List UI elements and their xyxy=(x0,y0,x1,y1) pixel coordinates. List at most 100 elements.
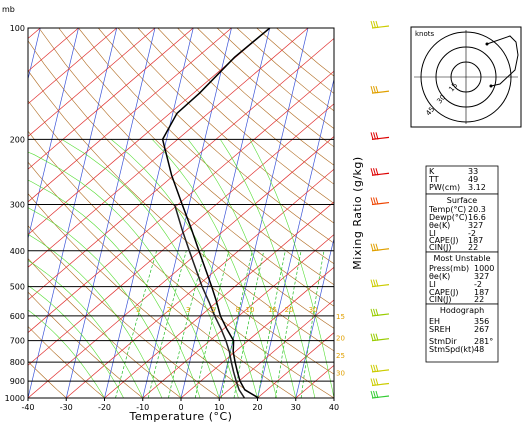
pressure-tick-label: 600 xyxy=(10,312,25,321)
pressure-tick-label: 1000 xyxy=(5,394,25,403)
surface-value: 16.6 xyxy=(468,213,486,222)
indices-box xyxy=(425,165,499,195)
isotherm xyxy=(104,201,334,398)
mixing-ratio-title: Mixing Ratio (g/kg) xyxy=(351,156,364,269)
isotherm xyxy=(28,38,334,301)
wind-barb-shaft xyxy=(371,90,390,94)
hodograph-table-value: 267 xyxy=(474,325,489,334)
reference-line xyxy=(0,28,2,398)
wind-barb xyxy=(370,197,390,206)
unstable-label: CIN(J) xyxy=(429,295,452,304)
wind-barb-flag xyxy=(375,308,379,317)
temperature-tick-label: 20 xyxy=(252,403,262,412)
reference-line xyxy=(65,28,156,398)
dry-adiabat xyxy=(58,28,334,286)
reference-line xyxy=(333,396,334,398)
wind-barb-flag xyxy=(370,279,374,287)
wind-barb-shaft xyxy=(371,25,390,29)
wind-barb xyxy=(370,390,390,399)
reference-line xyxy=(28,28,79,241)
wind-barb-flag xyxy=(373,378,376,386)
hodograph-ring-label: 45 xyxy=(424,105,436,117)
wind-barb-shaft xyxy=(371,382,390,387)
unstable-label: Press(mb) xyxy=(429,264,469,273)
temperature-tick-label: -10 xyxy=(136,403,149,412)
wind-barb-flag xyxy=(373,279,376,287)
pressure-unit-label: mb xyxy=(2,5,15,14)
wind-barb-shaft xyxy=(371,201,390,206)
temperature-profile xyxy=(161,28,271,398)
stability-tables: K 33 TT 49 PW(cm) 3.12 Surface Temp(°C) … xyxy=(425,165,499,363)
hodograph-table-value: 281° xyxy=(474,337,493,346)
mixing-ratio-label: 20 xyxy=(285,306,294,314)
hodograph-ring-label: 15 xyxy=(447,81,459,93)
moist-adiabat xyxy=(28,151,220,398)
reference-line xyxy=(180,28,271,398)
wind-barb-shaft xyxy=(371,395,390,399)
reference-line xyxy=(295,237,334,398)
mixing-ratio-label: 3 xyxy=(186,306,190,314)
isotherm xyxy=(28,136,334,398)
hodograph-table-label: StmSpd(kt) xyxy=(429,345,474,354)
wind-barb-flag xyxy=(370,132,374,140)
dry-adiabat xyxy=(28,325,105,398)
hodograph-table-title: Hodograph xyxy=(440,306,484,315)
pressure-tick-label: 300 xyxy=(10,201,25,210)
plot-frame xyxy=(27,27,335,399)
wind-barb-flag xyxy=(373,390,376,399)
indices-label: TT xyxy=(428,175,439,184)
indices-label: K xyxy=(429,167,435,176)
dry-adiabat xyxy=(28,291,143,398)
wind-barb-flag xyxy=(375,243,379,251)
hodograph: knots 15 30 45 xyxy=(410,26,522,128)
isotherm xyxy=(0,28,2,398)
indices-value: 33 xyxy=(468,167,478,176)
unstable-value: 187 xyxy=(474,288,489,297)
dry-adiabat xyxy=(157,28,334,185)
moist-adiabat xyxy=(28,309,105,398)
mixing-ratio-label: 8 xyxy=(236,306,240,314)
wind-barb-flag xyxy=(370,243,374,251)
pressure-tick-label: 500 xyxy=(10,283,25,292)
wind-barb xyxy=(370,243,390,252)
wind-barb-flag xyxy=(370,197,374,205)
wind-barb-flag xyxy=(373,168,376,176)
wind-barb-shaft xyxy=(371,369,390,373)
surface-value: 22 xyxy=(468,243,478,252)
x-axis-title: Temperature (°C) xyxy=(129,410,233,423)
dry-adiabat xyxy=(78,28,334,265)
unstable-title: Most Unstable xyxy=(434,254,491,263)
moist-adiabat-label: 25 xyxy=(336,352,345,360)
wind-barb-flag xyxy=(375,168,379,176)
pressure-tick-label: 200 xyxy=(10,135,25,144)
wind-barb-flag xyxy=(375,86,379,94)
pressure-tick-label: 700 xyxy=(10,337,25,346)
surface-label: LI xyxy=(429,229,436,238)
isotherm xyxy=(180,266,334,398)
surface-label: Dewp(°C) xyxy=(429,213,468,222)
temperature-tick-label: 30 xyxy=(291,403,301,412)
unstable-label: LI xyxy=(429,280,436,289)
indices-label: PW(cm) xyxy=(429,183,460,192)
dry-adiabat xyxy=(28,225,220,398)
surface-box xyxy=(425,193,499,253)
surface-label: CIN(J) xyxy=(429,243,452,252)
temperature-tick-label: 10 xyxy=(214,403,224,412)
unstable-box xyxy=(425,251,499,305)
dry-adiabat xyxy=(28,40,334,329)
wind-barb xyxy=(370,86,390,94)
isotherm xyxy=(28,70,334,334)
reference-line xyxy=(218,28,309,398)
moist-adiabat-label: 20 xyxy=(336,335,345,343)
unstable-value: 1000 xyxy=(474,264,494,273)
dry-adiabat xyxy=(28,361,67,398)
dewpoint-profile xyxy=(173,204,246,398)
wind-barb-flag xyxy=(375,197,379,205)
surface-label: Temp(°C) xyxy=(428,205,466,214)
wind-barb-flag xyxy=(370,378,374,386)
isotherm xyxy=(28,28,156,137)
isotherm xyxy=(142,234,334,398)
mixing-ratio-label: 15 xyxy=(268,306,277,314)
wind-barb-flag xyxy=(373,243,376,251)
dry-adiabat xyxy=(28,193,258,398)
